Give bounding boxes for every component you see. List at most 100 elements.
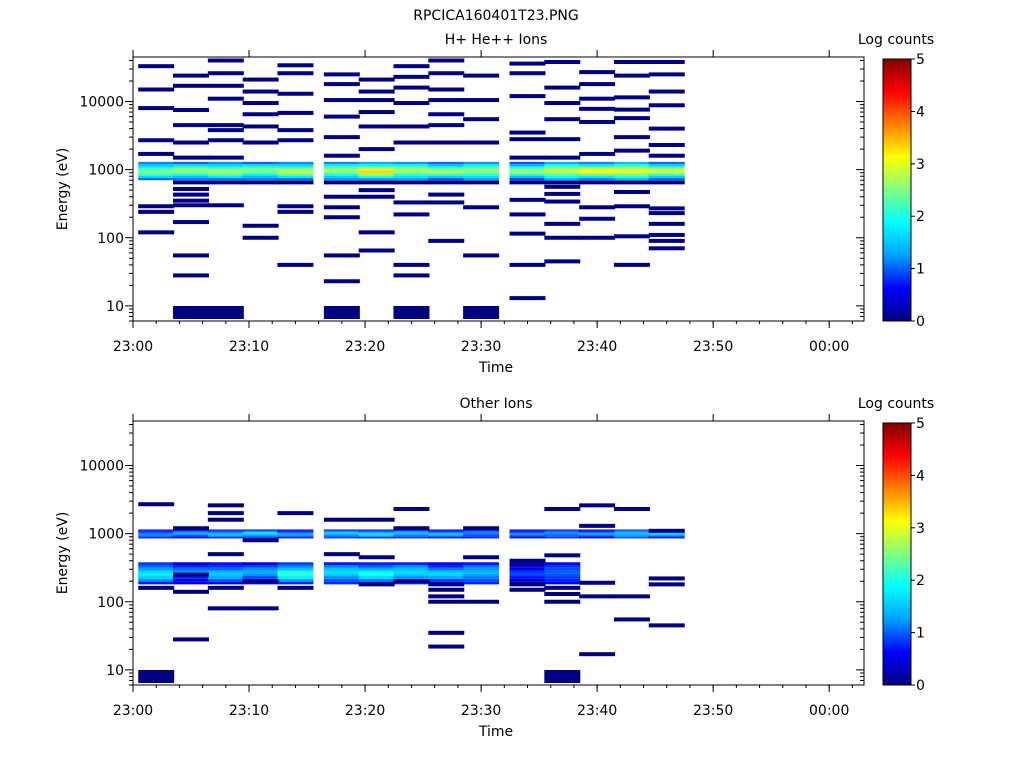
- x-tick-label: 23:40: [577, 339, 617, 355]
- spectrogram-band-cell: [242, 530, 279, 532]
- spectrogram-cell: [544, 60, 581, 65]
- spectrogram-band-cell: [544, 161, 581, 165]
- spectrogram-cell: [323, 253, 360, 258]
- spectrogram-cell: [613, 594, 650, 599]
- spectrogram-cell: [277, 204, 314, 209]
- spectrogram-band-cell: [242, 535, 279, 537]
- spectrogram-band-cell: [463, 530, 500, 532]
- spectrogram-band-cell: [428, 161, 465, 165]
- spectrogram-band-cell: [323, 573, 360, 577]
- spectrogram-band-cell: [323, 177, 360, 181]
- spectrogram-band-cell: [428, 173, 465, 176]
- spectrogram-band-cell: [138, 573, 175, 577]
- spectrogram-cell: [323, 279, 360, 284]
- spectrogram-band-cell: [648, 177, 685, 181]
- spectrogram-band-cell: [579, 173, 616, 176]
- spectrogram-band-cell: [544, 164, 581, 167]
- spectrogram-cell: [173, 186, 210, 191]
- spectrogram-band-cell: [393, 570, 430, 574]
- spectrogram-band-cell: [613, 161, 650, 165]
- spectrogram-band-cell: [173, 533, 210, 536]
- spectrogram-band-cell: [393, 166, 430, 169]
- spectrogram-band-cell: [173, 530, 210, 532]
- spectrogram-band-cell: [613, 173, 650, 176]
- spectrogram-cell: [277, 63, 314, 68]
- x-axis-label: Time: [478, 360, 513, 376]
- spectrogram-band-cell: [463, 166, 500, 169]
- colorbar: [882, 58, 912, 322]
- spectrogram-band-cell: [393, 530, 430, 532]
- spectrogram-cell: [323, 180, 360, 185]
- spectrogram-cell: [648, 89, 685, 94]
- spectrogram-cell: [579, 216, 616, 221]
- spectrogram-band-cell: [173, 576, 210, 579]
- spectrogram-band-cell: [463, 573, 500, 577]
- spectrogram-cell: [277, 262, 314, 267]
- spectrogram-cell: [544, 117, 581, 122]
- spectrogram-band-cell: [173, 567, 210, 571]
- spectrogram-band-cell: [509, 175, 546, 178]
- spectrogram-band-cell: [544, 532, 581, 534]
- spectrogram-cell: [579, 106, 616, 111]
- spectrogram-band-cell: [648, 533, 685, 536]
- x-tick-label: 23:00: [113, 703, 153, 719]
- spectrogram-band-cell: [207, 576, 244, 579]
- spectrogram-band-cell: [358, 530, 395, 532]
- spectrogram-band-cell: [463, 565, 500, 568]
- spectrogram-cell: [613, 617, 650, 622]
- spectrogram-band-cell: [242, 175, 279, 178]
- spectrogram-cell: [428, 71, 465, 76]
- spectrogram-band-cell: [242, 177, 279, 181]
- colorbar-tick-label: 4: [916, 468, 925, 484]
- spectrogram-cell: [428, 594, 465, 599]
- spectrogram-cell: [648, 221, 685, 226]
- spectrogram-band-cell: [428, 576, 465, 579]
- spectrogram-band-cell: [463, 168, 500, 172]
- spectrogram-cell: [173, 526, 210, 531]
- x-tick-label: 00:00: [809, 339, 849, 355]
- colorbar-tick-label: 3: [916, 521, 925, 537]
- spectrogram-band-cell: [393, 567, 430, 571]
- spectrogram-band-cell: [358, 567, 395, 571]
- spectrogram-cell: [544, 199, 581, 204]
- spectrogram-cell: [544, 235, 581, 240]
- spectrogram-cell: [358, 517, 395, 522]
- spectrogram-band-cell: [613, 168, 650, 172]
- spectrogram-cell: [138, 502, 175, 507]
- spectrogram-cell: [173, 637, 210, 642]
- spectrogram-band-cell: [463, 173, 500, 176]
- spectrogram-cell: [544, 259, 581, 264]
- figure-title: RPCICA160401T23.PNG: [413, 8, 578, 24]
- spectrogram-cell: [138, 138, 175, 143]
- spectrogram-band-cell: [173, 536, 210, 538]
- spectrogram-band-cell: [323, 166, 360, 169]
- spectrogram-band-cell: [509, 161, 546, 165]
- y-tick-label: 100: [97, 231, 124, 247]
- spectrogram-band-cell: [358, 175, 395, 178]
- spectrogram-cell: [277, 91, 314, 96]
- spectrogram-band-cell: [323, 578, 360, 582]
- spectrogram-band-cell: [579, 535, 616, 537]
- spectrogram-band-cell: [428, 565, 465, 568]
- spectrogram-band-cell: [173, 171, 210, 174]
- spectrogram-band-cell: [173, 161, 210, 165]
- spectrogram-band-cell: [242, 533, 279, 536]
- spectrogram-cell: [138, 151, 175, 156]
- spectrogram-band-cell: [358, 166, 395, 169]
- spectrogram-band-cell: [463, 531, 500, 533]
- spectrogram-cell: [648, 142, 685, 147]
- spectrogram-band-cell: [393, 573, 430, 577]
- spectrogram-band-cell: [544, 573, 581, 577]
- spectrogram-cell: [613, 73, 650, 78]
- spectrogram-cell: [207, 58, 244, 63]
- spectrogram-cell: [277, 585, 314, 590]
- spectrogram-cell: [358, 147, 395, 152]
- spectrogram-band-cell: [648, 171, 685, 174]
- spectrogram-band-cell: [277, 161, 314, 165]
- spectrogram-band-cell: [358, 562, 395, 566]
- spectrogram-cell: [579, 652, 616, 657]
- spectrogram-band-cell: [242, 570, 279, 574]
- spectrogram-cell: [579, 96, 616, 101]
- spectrogram-band-cell: [463, 164, 500, 167]
- spectrogram-cell: [393, 273, 430, 278]
